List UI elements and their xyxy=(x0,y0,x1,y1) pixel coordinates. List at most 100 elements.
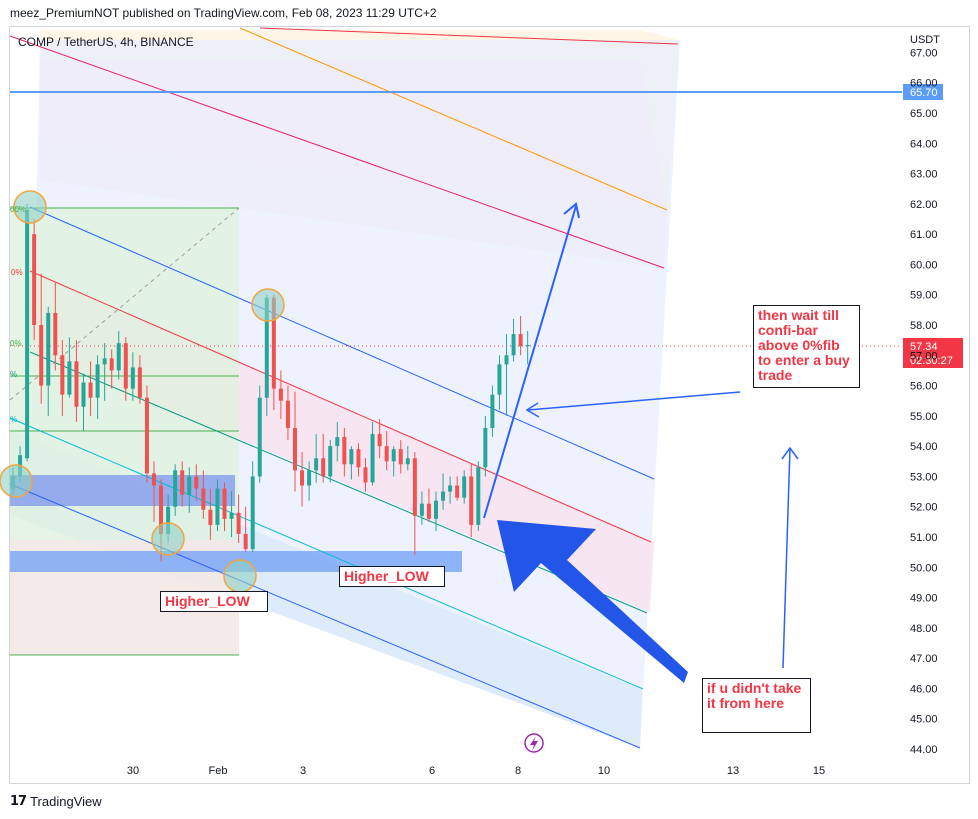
candle[interactable] xyxy=(434,491,438,531)
swing-marker[interactable] xyxy=(223,559,257,593)
candle[interactable] xyxy=(137,355,142,404)
candle[interactable] xyxy=(476,461,481,531)
x-ticks[interactable]: 30 Feb 3 6 8 10 13 15 xyxy=(127,765,825,777)
candle[interactable] xyxy=(349,446,354,480)
y-tick-label: 52.00 xyxy=(910,502,938,514)
note-entry[interactable]: then wait till confi-bar above 0%fib to … xyxy=(753,305,860,388)
candle[interactable] xyxy=(123,337,128,401)
candle[interactable] xyxy=(321,434,326,483)
candle[interactable] xyxy=(300,452,305,507)
candle[interactable] xyxy=(257,385,262,483)
lightning-button[interactable] xyxy=(524,733,544,753)
candle[interactable] xyxy=(307,461,312,501)
candle[interactable] xyxy=(398,440,403,474)
candle[interactable] xyxy=(391,446,396,477)
projection-arrow-head xyxy=(563,202,580,219)
candle[interactable] xyxy=(293,391,297,492)
candle[interactable] xyxy=(448,476,453,504)
up-arrow[interactable] xyxy=(782,447,791,669)
note-higher-low-1[interactable]: Higher_LOW xyxy=(160,591,268,612)
candle-body xyxy=(271,297,276,389)
candle[interactable] xyxy=(356,443,361,477)
candle-body xyxy=(194,476,199,489)
candle[interactable] xyxy=(109,349,114,389)
candle[interactable] xyxy=(384,431,389,471)
candle[interactable] xyxy=(377,418,382,459)
candle[interactable] xyxy=(25,203,30,462)
note-arrow[interactable] xyxy=(527,391,741,411)
projection-arrow[interactable] xyxy=(483,205,577,519)
candle[interactable] xyxy=(201,470,206,519)
candle[interactable] xyxy=(328,440,333,483)
candle[interactable] xyxy=(187,467,192,513)
candle[interactable] xyxy=(130,352,135,401)
candle[interactable] xyxy=(363,458,368,492)
candle[interactable] xyxy=(67,337,72,398)
candle[interactable] xyxy=(335,421,340,462)
candle[interactable] xyxy=(455,476,460,501)
candle-body xyxy=(293,427,297,471)
candle[interactable] xyxy=(95,355,100,419)
candle[interactable] xyxy=(88,361,93,416)
candle[interactable] xyxy=(462,470,467,504)
candle[interactable] xyxy=(497,355,502,410)
candle[interactable] xyxy=(39,273,44,404)
candle[interactable] xyxy=(405,446,410,471)
tradingview-logo[interactable]: 17 TradingView xyxy=(10,794,102,809)
candle[interactable] xyxy=(180,461,185,507)
candle[interactable] xyxy=(236,494,241,544)
candle[interactable] xyxy=(243,506,248,553)
candle[interactable] xyxy=(511,318,516,362)
candle[interactable] xyxy=(518,315,523,356)
candle[interactable] xyxy=(525,331,530,365)
symbol-title[interactable]: COMP / TetherUS, 4h, BINANCE xyxy=(18,35,194,49)
candle[interactable] xyxy=(250,461,255,553)
fib-label: % xyxy=(10,415,17,424)
candle[interactable] xyxy=(469,464,474,537)
candle[interactable] xyxy=(32,219,37,341)
swing-marker[interactable] xyxy=(251,288,285,322)
swing-marker[interactable] xyxy=(151,522,185,556)
candle-body xyxy=(349,449,354,465)
candle[interactable] xyxy=(342,427,347,477)
candle[interactable] xyxy=(314,434,319,483)
candle-body xyxy=(236,512,241,534)
price-axis[interactable]: 65.70 57.34 02:30:27 xyxy=(903,84,963,368)
candle-body xyxy=(32,234,37,325)
candle[interactable] xyxy=(412,452,417,556)
candle[interactable] xyxy=(278,370,283,419)
candle[interactable] xyxy=(102,343,107,401)
y-tick-label: 65.00 xyxy=(910,108,938,120)
candle[interactable] xyxy=(60,340,65,416)
candle[interactable] xyxy=(74,340,79,422)
candle[interactable] xyxy=(116,331,121,380)
candle[interactable] xyxy=(229,491,234,537)
swing-marker[interactable] xyxy=(13,190,47,224)
candle[interactable] xyxy=(370,421,375,486)
candle[interactable] xyxy=(81,373,86,431)
swing-marker[interactable] xyxy=(0,464,33,498)
candle[interactable] xyxy=(53,282,58,371)
candle[interactable] xyxy=(426,488,431,522)
candle[interactable] xyxy=(144,385,149,483)
candle[interactable] xyxy=(490,385,495,438)
channel-mid-cyan xyxy=(9,417,644,690)
fan-line-red2 xyxy=(9,35,665,269)
candle[interactable] xyxy=(152,461,156,522)
lightning-icon[interactable] xyxy=(524,733,544,753)
candle[interactable] xyxy=(173,464,178,516)
candle[interactable] xyxy=(504,334,509,416)
note-missed[interactable]: if u didn't take it from here xyxy=(702,678,811,733)
candle[interactable] xyxy=(419,491,424,525)
candle[interactable] xyxy=(46,306,51,416)
candle[interactable] xyxy=(483,415,488,477)
big-arrow[interactable] xyxy=(497,520,688,683)
candle[interactable] xyxy=(441,473,446,510)
candle[interactable] xyxy=(194,464,199,501)
note-higher-low-2[interactable]: Higher_LOW xyxy=(339,566,445,587)
candle[interactable] xyxy=(222,482,227,531)
candle[interactable] xyxy=(208,488,213,541)
candle[interactable] xyxy=(285,385,290,441)
candle[interactable] xyxy=(215,479,220,531)
